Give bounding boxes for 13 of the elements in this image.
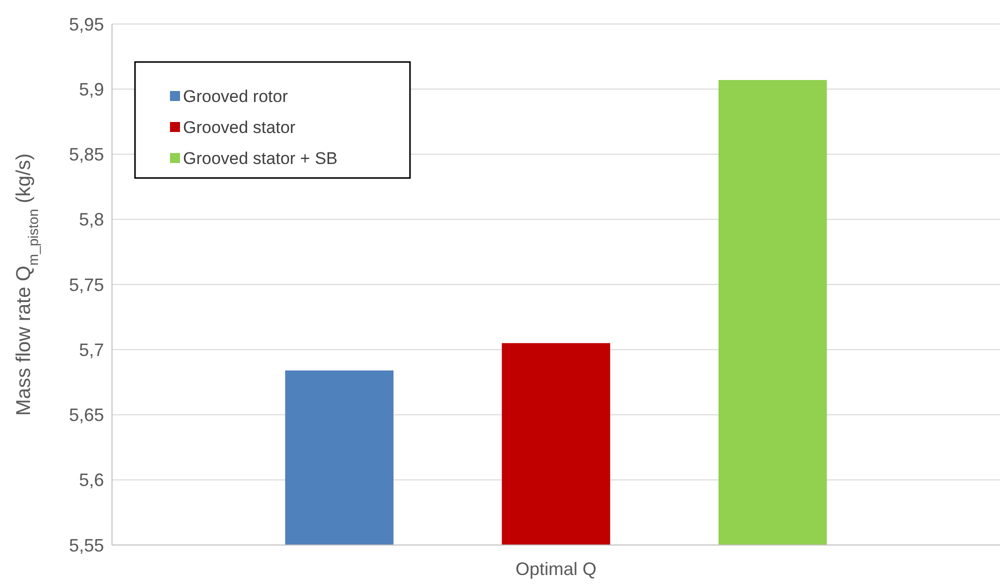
y-tick-label: 5,85 — [68, 144, 104, 165]
legend-label: Grooved stator + SB — [183, 148, 338, 168]
legend-label: Grooved rotor — [183, 86, 288, 106]
x-tick-label: Optimal Q — [515, 559, 597, 579]
y-tick-label: 5,9 — [78, 79, 104, 100]
legend-label: Grooved stator — [183, 118, 296, 137]
y-tick-label: 5,55 — [68, 535, 104, 556]
y-tick-label: 5,6 — [78, 470, 104, 490]
y-tick-label: 5,8 — [78, 210, 104, 230]
y-tick-label: 5,75 — [68, 274, 104, 295]
y-tick-label: 5,7 — [78, 340, 104, 360]
y-tick-label: 5,95 — [68, 14, 104, 34]
y-tick-label: 5,65 — [68, 405, 104, 426]
